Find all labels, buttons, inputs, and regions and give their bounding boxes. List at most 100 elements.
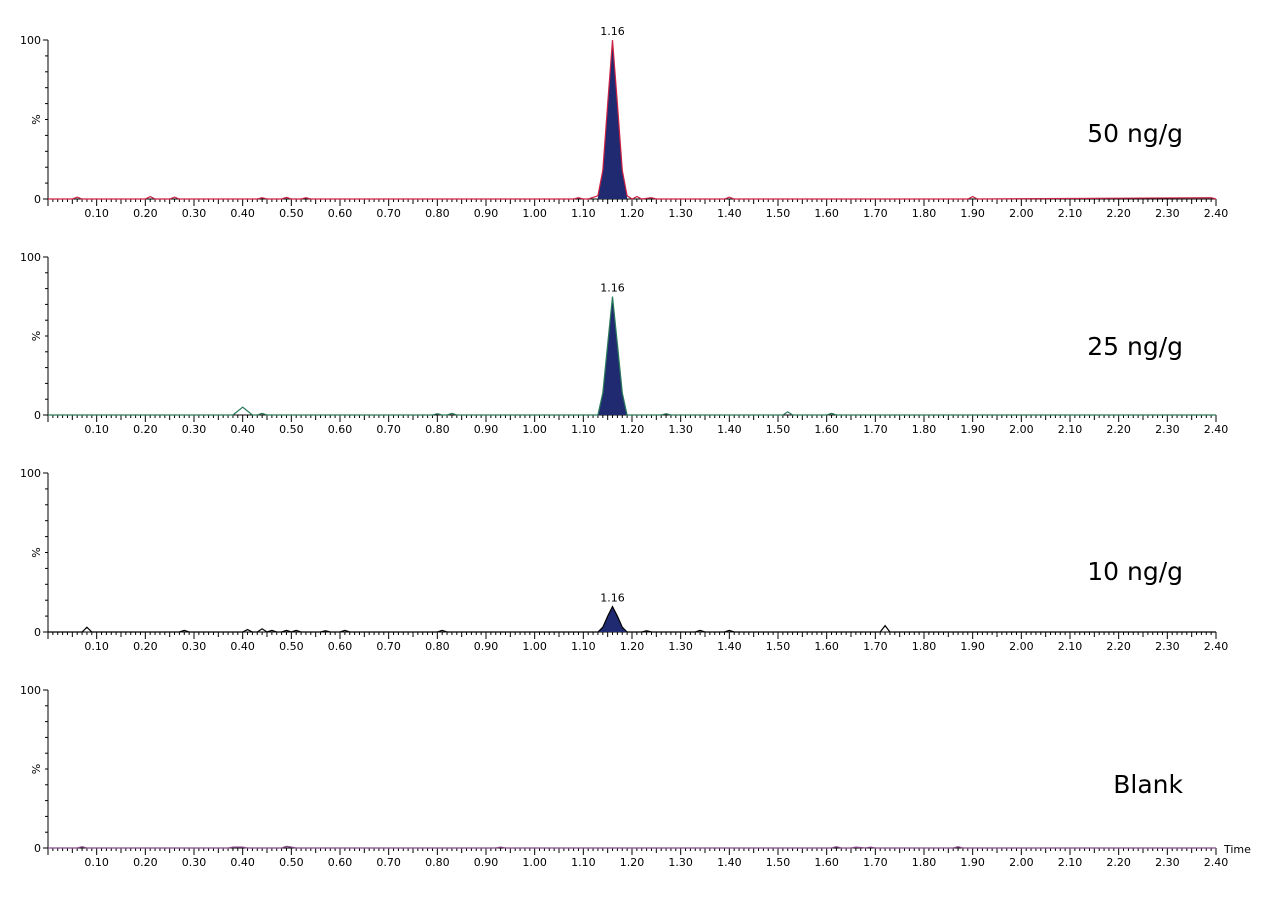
- chart-panel-1: 0 100% 0.10 0.20 0.30 0.40 0.50 0.60 0.70 0.80 0.9…: [20, 251, 1228, 436]
- x-tick-label: 1.30: [668, 423, 693, 436]
- x-tick-label: 0.40: [230, 423, 255, 436]
- x-tick-label: 1.70: [863, 423, 888, 436]
- x-tick-label: 0.80: [425, 423, 450, 436]
- x-tick-label: 1.20: [620, 423, 645, 436]
- y-axis-label: %: [30, 331, 43, 341]
- x-tick-label: 0.70: [376, 207, 401, 220]
- x-tick-label: 0.40: [230, 640, 255, 653]
- x-tick-label: 0.40: [230, 207, 255, 220]
- x-tick-label: 1.50: [766, 207, 791, 220]
- peak-label: 1.16: [600, 592, 625, 605]
- x-tick-label: 1.30: [668, 856, 693, 869]
- peak-label: 1.16: [600, 25, 625, 38]
- x-tick-label: 0.80: [425, 640, 450, 653]
- x-tick-label: 1.90: [960, 207, 985, 220]
- x-tick-label: 0.60: [328, 640, 353, 653]
- x-tick-label: 1.50: [766, 640, 791, 653]
- x-tick-label: 1.10: [571, 423, 596, 436]
- peak-area: [597, 296, 628, 415]
- y-tick-label: 0: [34, 842, 41, 855]
- y-tick-label: 100: [20, 34, 41, 47]
- sample-label: 50 ng/g: [1087, 119, 1183, 148]
- x-tick-label: 2.30: [1155, 423, 1180, 436]
- x-tick-label: 0.20: [133, 207, 158, 220]
- x-tick-label: 0.10: [84, 856, 109, 869]
- x-tick-label: 1.80: [912, 207, 937, 220]
- peak-area: [597, 606, 628, 632]
- x-tick-label: 1.10: [571, 207, 596, 220]
- y-tick-label: 100: [20, 251, 41, 264]
- x-tick-label: 0.50: [279, 640, 304, 653]
- x-tick-label: 1.50: [766, 856, 791, 869]
- x-tick-label: 2.30: [1155, 207, 1180, 220]
- x-tick-label: 0.70: [376, 640, 401, 653]
- x-tick-label: 2.00: [1009, 856, 1034, 869]
- chart-panel-3: 0 100% 0.10 0.20 0.30 0.40 0.50 0.60 0.70 0.80 0.9…: [20, 684, 1251, 869]
- x-tick-label: 1.40: [717, 856, 742, 869]
- x-tick-label: 1.60: [814, 207, 839, 220]
- x-tick-label: 1.70: [863, 856, 888, 869]
- y-axis-label: %: [30, 114, 43, 124]
- x-tick-label: 2.40: [1204, 640, 1229, 653]
- peak-area: [597, 40, 628, 199]
- sample-label: 25 ng/g: [1087, 332, 1183, 361]
- peak-label: 1.16: [600, 282, 625, 295]
- x-tick-label: 1.00: [522, 207, 547, 220]
- x-tick-label: 0.30: [182, 423, 207, 436]
- x-tick-label: 0.10: [84, 640, 109, 653]
- y-axis-label: %: [30, 547, 43, 557]
- x-tick-label: 0.40: [230, 856, 255, 869]
- x-tick-label: 1.60: [814, 856, 839, 869]
- x-tick-label: 1.80: [912, 640, 937, 653]
- series-line: [48, 39, 1217, 200]
- x-tick-label: 2.00: [1009, 423, 1034, 436]
- x-tick-label: 1.90: [960, 640, 985, 653]
- x-tick-label: 2.40: [1204, 207, 1229, 220]
- x-tick-label: 2.20: [1106, 640, 1131, 653]
- x-tick-label: 0.80: [425, 856, 450, 869]
- x-tick-label: 0.30: [182, 856, 207, 869]
- x-tick-label: 0.70: [376, 423, 401, 436]
- series-line: [48, 845, 1216, 849]
- x-tick-label: 2.30: [1155, 856, 1180, 869]
- x-tick-label: 1.80: [912, 423, 937, 436]
- series-line: [48, 296, 1216, 416]
- x-tick-label: 2.10: [1058, 207, 1083, 220]
- x-tick-label: 2.10: [1058, 640, 1083, 653]
- x-tick-label: 0.60: [328, 856, 353, 869]
- x-tick-label: 2.40: [1204, 423, 1229, 436]
- chart-panel-0: 0 100% 0.10 0.20 0.30 0.40 0.50 0.60 0.70 0.80 0.9…: [20, 25, 1228, 220]
- sample-label: Blank: [1113, 770, 1183, 799]
- x-tick-label: 1.00: [522, 423, 547, 436]
- x-tick-label: 0.90: [474, 640, 499, 653]
- x-tick-label: 1.40: [717, 207, 742, 220]
- x-tick-label: 1.60: [814, 423, 839, 436]
- x-tick-label: 0.90: [474, 207, 499, 220]
- x-tick-label: 1.20: [620, 856, 645, 869]
- x-tick-label: 1.40: [717, 423, 742, 436]
- x-tick-label: 1.50: [766, 423, 791, 436]
- x-tick-label: 2.10: [1058, 856, 1083, 869]
- chart-panel-2: 0 100% 0.10 0.20 0.30 0.40 0.50 0.60 0.70 0.80 0.9…: [20, 467, 1228, 653]
- x-tick-label: 1.90: [960, 423, 985, 436]
- x-axis-label: Time: [1223, 843, 1251, 856]
- y-axis-label: %: [30, 764, 43, 774]
- x-tick-label: 2.20: [1106, 423, 1131, 436]
- y-tick-label: 100: [20, 684, 41, 697]
- y-tick-label: 0: [34, 193, 41, 206]
- x-tick-label: 0.90: [474, 423, 499, 436]
- x-tick-label: 2.30: [1155, 640, 1180, 653]
- x-tick-label: 0.60: [328, 423, 353, 436]
- x-tick-label: 0.30: [182, 207, 207, 220]
- x-tick-label: 1.00: [522, 640, 547, 653]
- x-tick-label: 2.00: [1009, 640, 1034, 653]
- y-tick-label: 0: [34, 626, 41, 639]
- x-tick-label: 2.00: [1009, 207, 1034, 220]
- x-tick-label: 1.30: [668, 640, 693, 653]
- x-tick-label: 0.10: [84, 423, 109, 436]
- x-tick-label: 0.10: [84, 207, 109, 220]
- x-tick-label: 0.60: [328, 207, 353, 220]
- y-tick-label: 0: [34, 409, 41, 422]
- x-tick-label: 1.70: [863, 640, 888, 653]
